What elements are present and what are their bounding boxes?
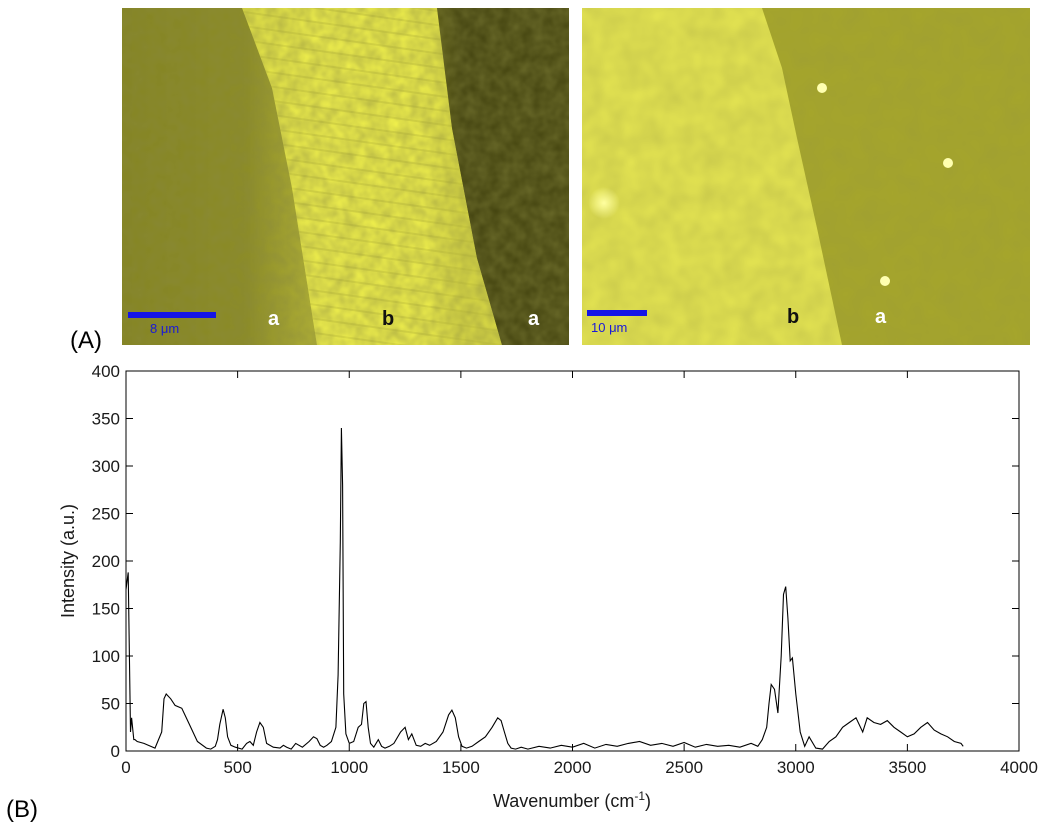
y-tick-label: 100 <box>92 647 120 666</box>
y-axis-title: Intensity (a.u.) <box>58 504 78 618</box>
x-axis-ticks: 0 500 1000 1500 2000 2500 3000 3500 4000 <box>121 371 1038 777</box>
scale-bar-label-left: 8 μm <box>150 321 180 336</box>
x-tick-label: 500 <box>223 758 251 777</box>
y-tick-label: 400 <box>92 362 120 381</box>
micrograph-left: 8 μm a b a <box>122 8 569 345</box>
y-tick-label: 300 <box>92 457 120 476</box>
x-axis-title-superscript: -1 <box>634 789 645 803</box>
region-label-a-right: a <box>875 306 887 328</box>
panel-label-b: (B) <box>6 796 38 823</box>
y-tick-label: 250 <box>92 505 120 524</box>
y-tick-label: 150 <box>92 600 120 619</box>
scale-bar-label-right: 10 μm <box>591 320 628 335</box>
scale-bar-left <box>128 312 216 318</box>
x-tick-label: 4000 <box>1000 758 1038 777</box>
micrograph-right: 10 μm b a <box>582 8 1030 345</box>
region-label-b-right: b <box>787 306 800 328</box>
x-tick-label: 2500 <box>665 758 703 777</box>
y-tick-label: 200 <box>92 552 120 571</box>
y-axis-ticks: 0 50 100 150 200 250 300 350 400 <box>92 362 1019 761</box>
x-tick-label: 0 <box>121 758 130 777</box>
region-label-a-left: a <box>268 308 280 330</box>
x-tick-label: 3000 <box>777 758 815 777</box>
x-tick-label: 3500 <box>888 758 926 777</box>
x-tick-label: 2000 <box>554 758 592 777</box>
panel-label-a: (A) <box>70 327 102 354</box>
x-axis-title-main: Wavenumber (cm <box>493 791 634 811</box>
micrograph-left-image <box>122 8 569 345</box>
y-tick-label: 0 <box>111 742 120 761</box>
micrograph-right-image <box>582 8 1030 345</box>
y-tick-label: 350 <box>92 410 120 429</box>
scale-bar-right <box>587 310 647 316</box>
region-label-b-left: b <box>382 308 395 330</box>
x-tick-label: 1500 <box>442 758 480 777</box>
x-axis-title: Wavenumber (cm-1) <box>493 789 651 811</box>
y-tick-label: 50 <box>101 695 120 714</box>
x-axis-title-suffix: ) <box>645 791 651 811</box>
spectrum-series-line <box>125 427 964 750</box>
region-label-a-right-edge: a <box>528 308 540 330</box>
x-tick-label: 1000 <box>330 758 368 777</box>
plot-area-frame <box>125 370 1020 752</box>
